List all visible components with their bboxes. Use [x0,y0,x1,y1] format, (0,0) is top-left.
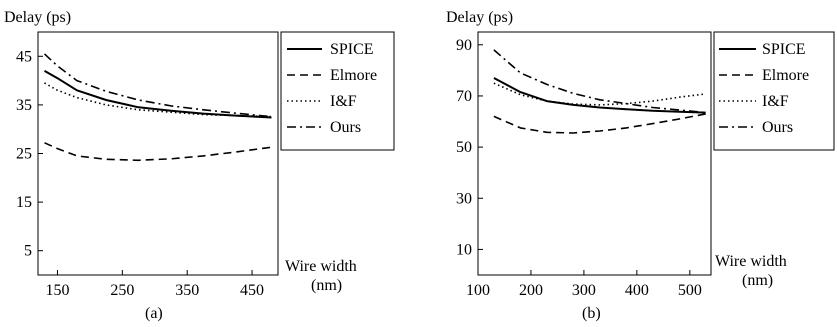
chart-a-xtick-label-0: 150 [45,282,69,299]
chart-a-xlabel-line1: Wire width [285,258,357,275]
chart-a-series-line-if [44,82,272,118]
chart-a-ytick-label-1: 15 [16,194,32,211]
chart-b-ytick-label-3: 70 [456,88,472,105]
chart-b-legend-label-0: SPICE [762,41,806,58]
chart-b-ytick-label-0: 10 [456,241,472,258]
chart-a-legend-label-3: Ours [330,119,361,136]
chart-a-subcaption: (a) [145,305,163,322]
chart-b-series-line-elmore [493,113,706,134]
chart-a-xtick-label-2: 350 [175,282,199,299]
chart-a-legend-box [280,31,395,151]
chart-b-x-ticks: 100 200 300 400 500 [466,270,702,299]
chart-a-xlabel-line2: (nm) [311,277,342,294]
chart-a-legend-label-1: Elmore [330,67,377,84]
chart-a: Delay (ps) 5 15 25 35 45 150 250 350 450 SPICE E… [4,9,395,322]
chart-b-plot-frame [477,31,712,276]
chart-b-legend-label-2: I&F [762,93,789,110]
chart-b-xtick-label-0: 100 [466,282,490,299]
chart-a-legend-label-2: I&F [330,93,357,110]
chart-b: Delay (ps) 10 30 50 70 90 100 200 300 400 500 SP… [446,9,835,322]
chart-b-legend-label-1: Elmore [762,67,809,84]
chart-a-legend-label-0: SPICE [330,41,374,58]
chart-b-series-line-ours [493,49,706,114]
chart-b-ytick-label-2: 50 [456,139,472,156]
chart-a-ytick-label-0: 5 [24,243,32,260]
chart-b-series-line-spice [493,77,706,114]
chart-a-legend: SPICE Elmore I&F Ours [287,41,377,136]
chart-a-y-ticks: 5 15 25 35 45 [16,48,43,260]
chart-a-xtick-label-1: 250 [110,282,134,299]
chart-b-xtick-label-4: 500 [678,282,702,299]
chart-a-series-line-elmore [44,142,272,162]
chart-b-ytick-label-1: 30 [456,190,472,207]
chart-b-xlabel-line2: (nm) [742,272,773,289]
chart-a-series [43,53,272,162]
chart-a-plot-frame [37,31,279,276]
chart-a-series-line-ours [43,53,272,118]
chart-b-xtick-label-1: 200 [519,282,543,299]
chart-b-xlabel-line1: Wire width [715,253,787,270]
chart-b-xtick-label-2: 300 [572,282,596,299]
chart-a-xtick-label-3: 450 [240,282,264,299]
chart-a-ylabel: Delay (ps) [4,9,71,26]
chart-a-ytick-label-3: 35 [16,97,32,114]
chart-b-y-ticks: 10 30 50 70 90 [456,37,483,258]
chart-b-ylabel: Delay (ps) [446,9,513,26]
chart-a-x-ticks: 150 250 350 450 [45,270,264,299]
chart-a-ytick-label-2: 25 [16,146,32,163]
chart-b-series-line-if [493,82,706,106]
chart-b-series [493,49,706,134]
chart-a-ytick-label-4: 45 [16,48,32,65]
chart-b-ytick-label-4: 90 [456,37,472,54]
chart-b-subcaption: (b) [582,305,601,322]
chart-b-legend: SPICE Elmore I&F Ours [719,41,809,136]
chart-b-xtick-label-3: 400 [625,282,649,299]
chart-b-legend-box [713,31,835,151]
chart-b-legend-label-3: Ours [762,119,793,136]
